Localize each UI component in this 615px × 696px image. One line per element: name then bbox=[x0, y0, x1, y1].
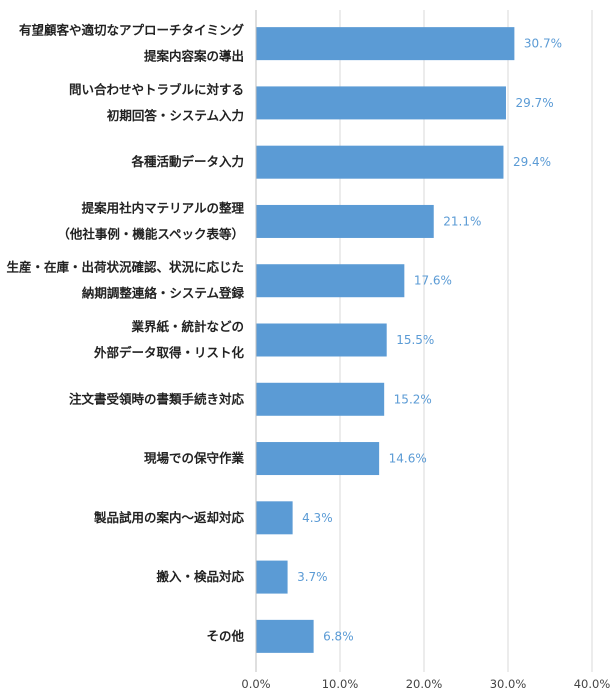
category-label: 業界紙・統計などの bbox=[130, 319, 244, 334]
data-label: 6.8% bbox=[323, 629, 354, 643]
bar bbox=[256, 264, 405, 298]
category-label: その他 bbox=[206, 628, 244, 643]
category-labels: 有望顧客や適切なアプローチタイミング提案内容案の導出問い合わせやトラブルに対する… bbox=[6, 23, 244, 644]
data-label: 30.7% bbox=[524, 37, 562, 51]
category-label: 現場での保守作業 bbox=[144, 451, 245, 466]
x-tick-label: 0.0% bbox=[241, 677, 270, 691]
category-label: 製品試用の案内～返却対応 bbox=[93, 510, 245, 525]
bar bbox=[256, 382, 385, 416]
data-label: 29.7% bbox=[515, 96, 553, 110]
data-label: 21.1% bbox=[443, 214, 481, 228]
category-label: 初期回答・システム入力 bbox=[107, 108, 244, 123]
data-label: 17.6% bbox=[414, 274, 452, 288]
bar bbox=[256, 501, 293, 535]
category-label: 生産・在庫・出荷状況確認、状況に応じた bbox=[6, 260, 244, 275]
bar bbox=[256, 323, 387, 357]
data-label: 4.3% bbox=[302, 511, 333, 525]
category-label: 搬入・検品対応 bbox=[156, 569, 244, 584]
data-label: 29.4% bbox=[513, 155, 551, 169]
bar bbox=[256, 560, 288, 594]
x-tick-label: 40.0% bbox=[574, 677, 611, 691]
category-label: 外部データ取得・リスト化 bbox=[93, 345, 245, 360]
x-tick-label: 10.0% bbox=[322, 677, 359, 691]
category-label: 提案用社内マテリアルの整理 bbox=[82, 200, 245, 215]
data-label: 15.5% bbox=[396, 333, 434, 347]
bar bbox=[256, 204, 434, 238]
gridlines bbox=[255, 10, 593, 672]
category-label: 提案内容案の導出 bbox=[144, 49, 244, 64]
category-label: 納期調整連絡・システム登録 bbox=[82, 286, 245, 301]
category-label: （他社事例・機能スペック表等） bbox=[57, 226, 244, 241]
x-tick-label: 20.0% bbox=[406, 677, 443, 691]
bar bbox=[256, 27, 515, 61]
data-label: 14.6% bbox=[389, 452, 427, 466]
x-axis-ticks: 0.0% 10.0% 20.0% 30.0% 40.0% bbox=[241, 677, 610, 691]
value-labels: 30.7% 29.7% 29.4% 21.1% 17.6% 15.5% 15.2% 14.6%… bbox=[297, 37, 562, 644]
category-label: 各種活動データ入力 bbox=[130, 154, 244, 169]
category-label: 有望顧客や適切なアプローチタイミング bbox=[19, 23, 245, 38]
category-label: 問い合わせやトラブルに対する bbox=[69, 82, 244, 97]
data-label: 15.2% bbox=[394, 392, 432, 406]
bar bbox=[256, 145, 504, 179]
category-label: 注文書受領時の書類手続き対応 bbox=[69, 391, 245, 406]
x-tick-label: 30.0% bbox=[490, 677, 527, 691]
bars bbox=[256, 27, 515, 653]
bar bbox=[256, 86, 506, 120]
data-label: 3.7% bbox=[297, 570, 328, 584]
bar bbox=[256, 619, 314, 653]
bar bbox=[256, 442, 380, 476]
